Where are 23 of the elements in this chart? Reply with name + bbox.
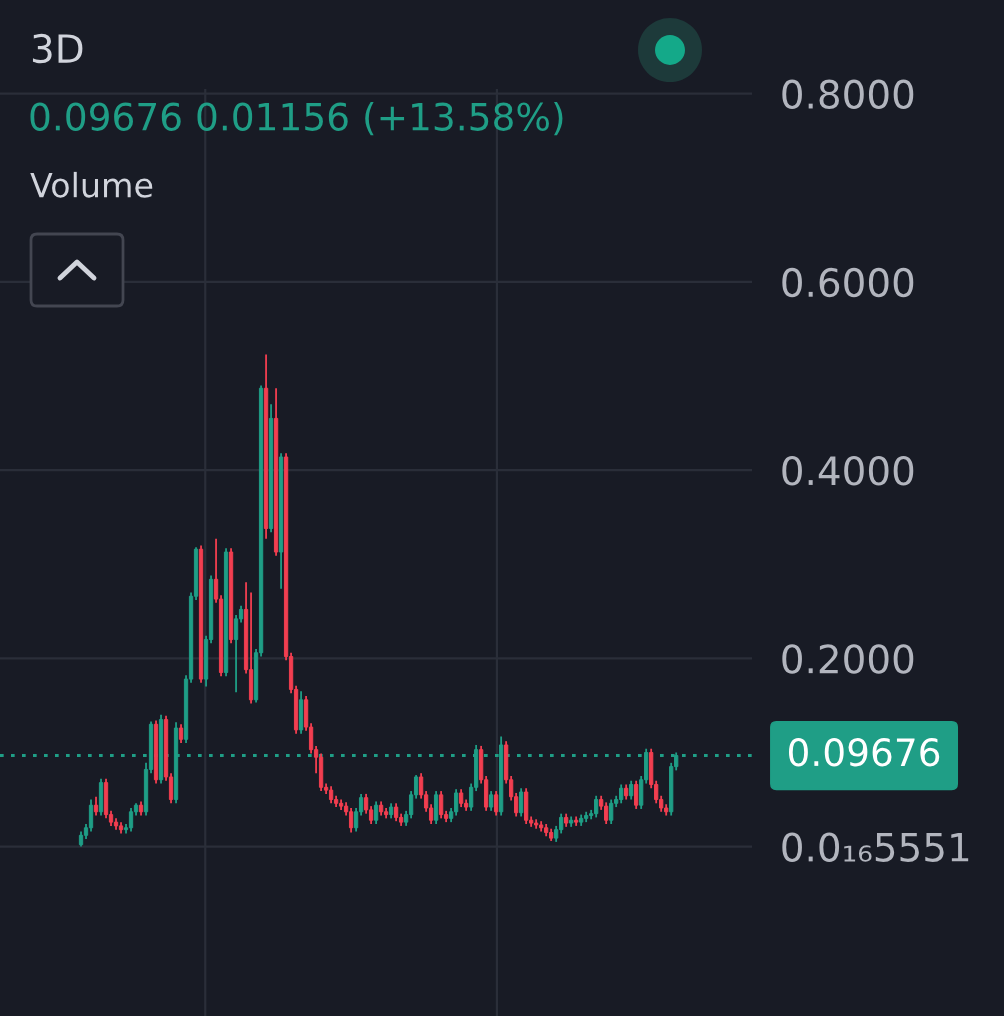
- candlestick: [519, 787, 524, 818]
- candlestick: [609, 798, 614, 825]
- candlestick: [348, 807, 354, 834]
- candlestick: [373, 800, 379, 825]
- annotation: Volume: [30, 171, 153, 198]
- candlestick: [488, 790, 494, 812]
- y-tick-label: 0.6000: [782, 267, 914, 298]
- chart-title: 3D: [32, 33, 83, 64]
- candlestick: [88, 798, 94, 833]
- y-tick-label: 0.8000: [782, 79, 914, 110]
- candlestick: [178, 723, 184, 744]
- y-tick-label: 0.0₁₆5551: [782, 832, 969, 862]
- candlestick: [453, 788, 459, 817]
- candlestick: [629, 779, 634, 801]
- candlestick: [493, 790, 499, 817]
- candlestick: [128, 807, 134, 833]
- y-tick-label: 0.4000: [782, 456, 914, 486]
- candlestick: [93, 795, 99, 817]
- ref-line-label: 0.09676: [788, 738, 940, 767]
- candlestick: [634, 779, 639, 810]
- y-tick-label: 0.2000: [782, 644, 914, 674]
- annotation: 0.09676 0.01156 (+13.58%): [30, 101, 563, 136]
- candlestick: [438, 790, 444, 820]
